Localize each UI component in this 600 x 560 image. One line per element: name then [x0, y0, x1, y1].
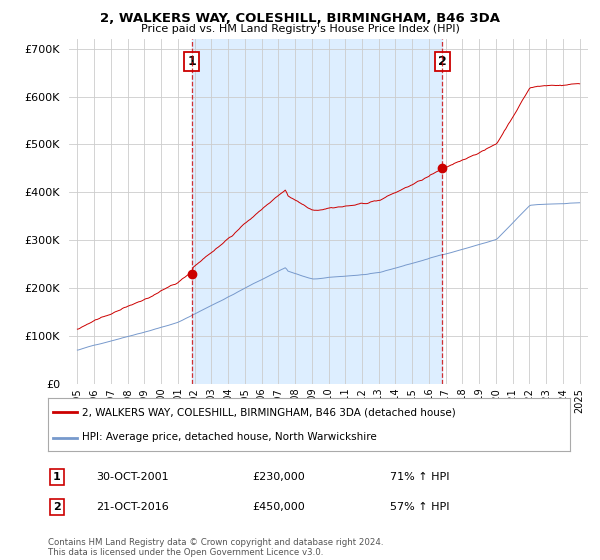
Text: HPI: Average price, detached house, North Warwickshire: HPI: Average price, detached house, Nort…: [82, 432, 377, 442]
Bar: [192, 39, 442, 384]
Text: 30-OCT-2001: 30-OCT-2001: [96, 472, 169, 482]
Text: Contains HM Land Registry data © Crown copyright and database right 2024.
This d: Contains HM Land Registry data © Crown c…: [48, 538, 383, 557]
Text: 1: 1: [53, 472, 61, 482]
Text: £230,000: £230,000: [252, 472, 305, 482]
Text: 1: 1: [187, 55, 196, 68]
Text: 2, WALKERS WAY, COLESHILL, BIRMINGHAM, B46 3DA (detached house): 2, WALKERS WAY, COLESHILL, BIRMINGHAM, B…: [82, 408, 455, 418]
Text: 71% ↑ HPI: 71% ↑ HPI: [390, 472, 449, 482]
Text: 57% ↑ HPI: 57% ↑ HPI: [390, 502, 449, 512]
Text: £450,000: £450,000: [252, 502, 305, 512]
Text: 2, WALKERS WAY, COLESHILL, BIRMINGHAM, B46 3DA: 2, WALKERS WAY, COLESHILL, BIRMINGHAM, B…: [100, 12, 500, 25]
Text: Price paid vs. HM Land Registry's House Price Index (HPI): Price paid vs. HM Land Registry's House …: [140, 24, 460, 34]
Text: 2: 2: [438, 55, 447, 68]
Text: 21-OCT-2016: 21-OCT-2016: [96, 502, 169, 512]
Text: 2: 2: [53, 502, 61, 512]
